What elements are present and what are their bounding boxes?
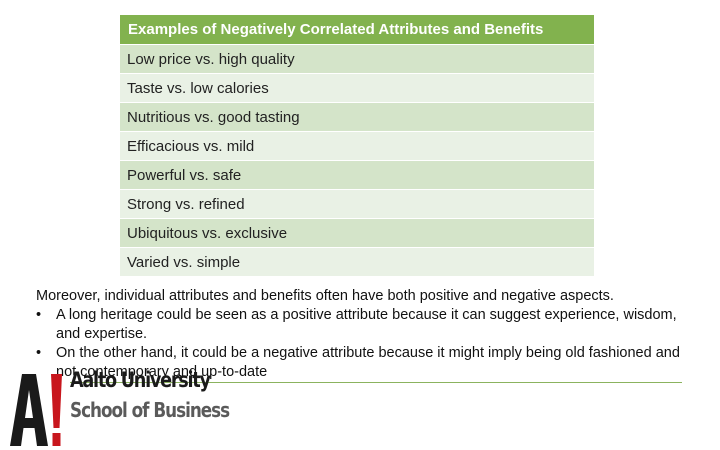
table-header: Examples of Negatively Correlated Attrib… — [120, 15, 594, 45]
table-header-row: Examples of Negatively Correlated Attrib… — [120, 15, 594, 45]
table-row: Ubiquitous vs. exclusive — [120, 218, 594, 248]
table-cell: Low price vs. high quality — [120, 44, 594, 74]
attributes-table: Examples of Negatively Correlated Attrib… — [120, 15, 594, 276]
bullet-icon: • — [36, 345, 42, 361]
bullet-icon: • — [36, 307, 42, 323]
body-text: Moreover, individual attributes and bene… — [36, 287, 696, 382]
table-row: Powerful vs. safe — [120, 160, 594, 190]
table-cell: Efficacious vs. mild — [120, 131, 594, 161]
logo-divider — [70, 382, 682, 383]
bullet-list: • A long heritage could be seen as a pos… — [36, 306, 696, 382]
table-cell: Taste vs. low calories — [120, 73, 594, 103]
logo-school-name: School of Business — [70, 398, 230, 422]
table-row: Low price vs. high quality — [120, 44, 594, 74]
table-row: Efficacious vs. mild — [120, 131, 594, 161]
bullet-text: A long heritage could be seen as a posit… — [56, 307, 677, 342]
aalto-logo-icon — [10, 374, 62, 446]
logo-university-name: Aalto University — [70, 368, 211, 392]
table-row: Varied vs. simple — [120, 247, 594, 276]
table-cell: Strong vs. refined — [120, 189, 594, 219]
bullet-item: • A long heritage could be seen as a pos… — [36, 306, 696, 344]
bullet-text: On the other hand, it could be a negativ… — [56, 345, 680, 380]
table-cell: Ubiquitous vs. exclusive — [120, 218, 594, 248]
bullet-item: • On the other hand, it could be a negat… — [36, 344, 696, 382]
table-row: Nutritious vs. good tasting — [120, 102, 594, 132]
table-row: Strong vs. refined — [120, 189, 594, 219]
table-row: Taste vs. low calories — [120, 73, 594, 103]
table-cell: Nutritious vs. good tasting — [120, 102, 594, 132]
table-cell: Powerful vs. safe — [120, 160, 594, 190]
table-cell: Varied vs. simple — [120, 247, 594, 276]
intro-paragraph: Moreover, individual attributes and bene… — [36, 288, 614, 304]
